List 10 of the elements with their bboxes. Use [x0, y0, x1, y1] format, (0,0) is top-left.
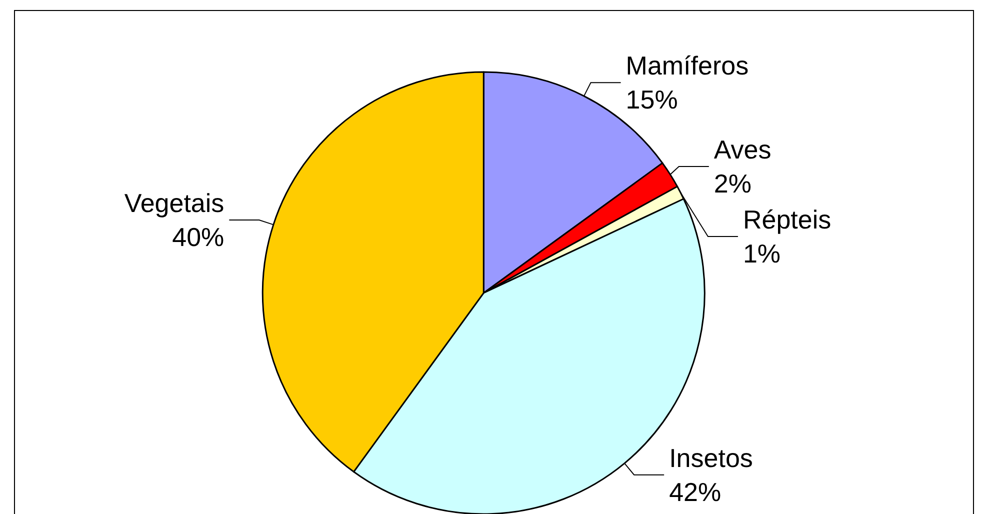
data-label: 2%: [714, 168, 752, 199]
slice-label: Mamíferos: [626, 50, 749, 81]
data-label: 42%: [669, 476, 722, 507]
slice-label: Aves: [714, 134, 772, 165]
slice-label: Vegetais: [124, 188, 224, 218]
data-label: 15%: [626, 84, 678, 115]
slice-label: Répteis: [742, 204, 832, 235]
slice-label: Insetos: [669, 442, 753, 473]
data-label: 40%: [172, 222, 224, 252]
data-label: 1%: [742, 238, 781, 269]
